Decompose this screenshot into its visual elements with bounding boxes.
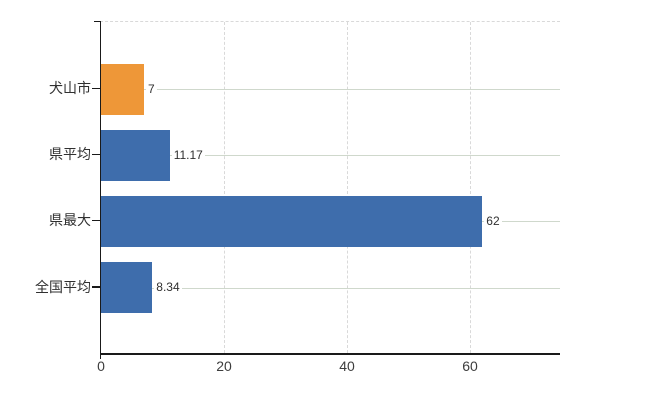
vertical-gridline bbox=[224, 22, 225, 353]
x-axis-tick-label: 0 bbox=[97, 358, 105, 374]
x-axis-tick-label: 60 bbox=[462, 358, 478, 374]
bar-value-label: 62 bbox=[484, 213, 502, 229]
x-axis-tick-label: 20 bbox=[216, 358, 232, 374]
x-axis-tick-label: 40 bbox=[339, 358, 355, 374]
horizontal-gridline bbox=[101, 287, 560, 289]
y-axis-top-tick bbox=[94, 20, 101, 22]
bar-value-label: 11.17 bbox=[171, 147, 205, 163]
y-axis-category-label: 犬山市 bbox=[49, 80, 91, 96]
vertical-gridline bbox=[470, 22, 471, 353]
y-axis-category-label: 県平均 bbox=[49, 146, 91, 163]
bar-value-label: 8.34 bbox=[154, 280, 182, 296]
horizontal-gridline bbox=[101, 155, 560, 157]
bar-value-label: 7 bbox=[146, 81, 157, 97]
y-axis-tick bbox=[92, 219, 100, 222]
y-axis-category-label: 県最大 bbox=[49, 212, 91, 229]
bar bbox=[101, 129, 170, 181]
bar bbox=[101, 262, 153, 314]
horizontal-gridline bbox=[101, 89, 560, 90]
plot-area: 7 11.17 62 8.34 bbox=[100, 21, 560, 355]
y-axis-tick bbox=[92, 87, 100, 89]
bar bbox=[101, 195, 483, 247]
x-axis-zero-tick bbox=[99, 352, 101, 359]
y-axis-category-label: 全国平均 bbox=[35, 278, 91, 295]
vertical-gridline bbox=[347, 22, 348, 353]
y-axis-tick bbox=[92, 286, 100, 288]
y-axis-tick bbox=[92, 153, 100, 156]
bar bbox=[101, 63, 145, 115]
